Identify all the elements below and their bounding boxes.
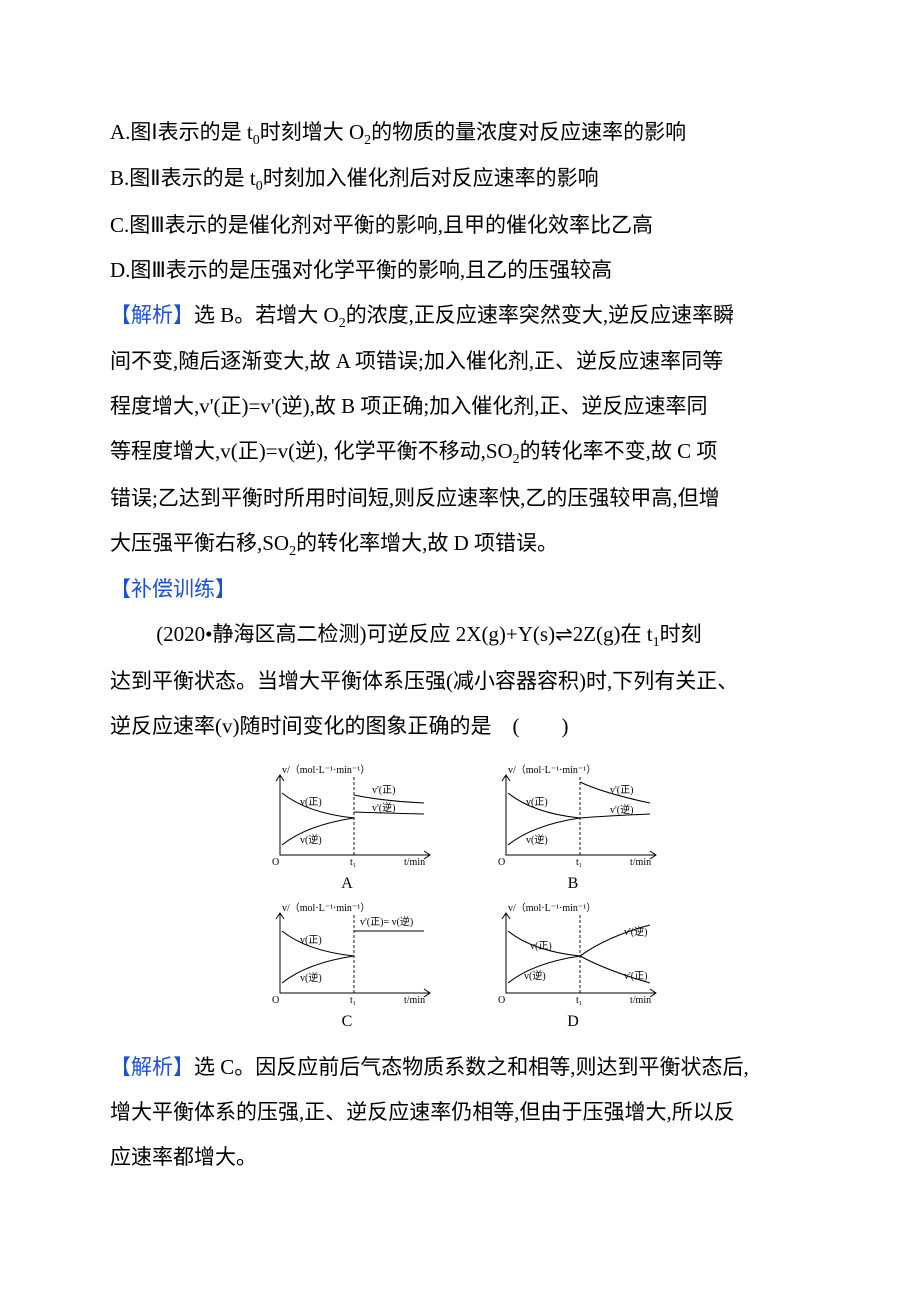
- analysis-2-label: 【解析】: [110, 1055, 194, 1079]
- analysis-2-line-2: 增大平衡体系的压强,正、逆反应速率仍相等,但由于压强增大,所以反: [110, 1090, 810, 1135]
- question-text-3: 达到平衡状态。当增大平衡体系压强(减小容器容积)时,下列有关正、: [110, 669, 738, 693]
- question-text-4: 逆反应速率(v)随时间变化的图象正确的是 ( ): [110, 714, 568, 738]
- analysis-1-line-4: 等程度增大,v(正)=v(逆), 化学平衡不移动,SO2的转化率不变,故 C 项: [110, 429, 810, 475]
- supplement-label-text: 【补偿训练】: [110, 577, 236, 601]
- vpni-d: v'(逆): [624, 925, 647, 938]
- analysis-1-text-7: 错误;乙达到平衡时所用时间短,则反应速率快,乙的压强较甲高,但增: [110, 486, 720, 510]
- analysis-2-text-3: 应速率都增大。: [110, 1145, 257, 1169]
- option-b-text-1: B.图Ⅱ表示的是 t: [110, 166, 256, 190]
- option-a-text-3: 的物质的量浓度对反应速率的影响: [371, 120, 686, 144]
- analysis-1-text-8: 大压强平衡右移,SO: [110, 531, 289, 555]
- analysis-1-text-3: 间不变,随后逐渐变大,故 A 项错误;加入催化剂,正、逆反应速率同等: [110, 349, 723, 373]
- option-d: D.图Ⅲ表示的是压强对化学平衡的影响,且乙的压强较高: [110, 248, 810, 293]
- analysis-1-line-6: 大压强平衡右移,SO2的转化率增大,故 D 项错误。: [110, 521, 810, 567]
- analysis-2-text-1: 选 C。因反应前后气态物质系数之和相等,则达到平衡状态后,: [194, 1055, 749, 1079]
- ylabel-a: v/（mol·L⁻¹·min⁻¹）: [282, 764, 370, 776]
- t1-c: t₁: [350, 995, 356, 1006]
- vni-c: v(逆): [300, 971, 322, 984]
- diagram-grid: v/（mol·L⁻¹·min⁻¹） O t₁ t/min v(正) v(逆) v…: [252, 763, 668, 1031]
- origin-c: O: [272, 995, 279, 1006]
- t1-d: t₁: [576, 995, 582, 1006]
- vzheng-a: v(正): [300, 797, 322, 808]
- question-line-2: 达到平衡状态。当增大平衡体系压强(减小容器容积)时,下列有关正、: [110, 659, 810, 704]
- analysis-1-line-1: 【解析】选 B。若增大 O2的浓度,正反应速率突然变大,逆反应速率瞬: [110, 293, 810, 339]
- vpzheng-d: v'(正): [624, 971, 647, 982]
- option-b-text-2: 时刻加入催化剂后对反应速率的影响: [263, 166, 599, 190]
- xlabel-a: t/min: [404, 857, 425, 868]
- option-b-sub: 0: [256, 179, 263, 194]
- chart-b: v/（mol·L⁻¹·min⁻¹） O t₁ t/min v(正) v(逆) v…: [478, 763, 668, 873]
- panel-c: v/（mol·L⁻¹·min⁻¹） O t₁ t/min v(正) v(逆) v…: [252, 901, 442, 1031]
- veq-c: v'(正)= v(逆): [360, 915, 413, 928]
- t1-b: t₁: [576, 857, 582, 868]
- analysis-1-sub-1: 2: [339, 316, 346, 331]
- ylabel-d: v/（mol·L⁻¹·min⁻¹）: [508, 902, 596, 914]
- panel-a-label: A: [341, 875, 353, 893]
- chart-c: v/（mol·L⁻¹·min⁻¹） O t₁ t/min v(正) v(逆) v…: [252, 901, 442, 1011]
- vpni-b: v'(逆): [610, 803, 633, 816]
- panel-c-label: C: [342, 1013, 353, 1031]
- xlabel-c: t/min: [404, 995, 425, 1006]
- analysis-1-sub-2: 2: [513, 453, 520, 468]
- origin-b: O: [498, 857, 505, 868]
- origin-a: O: [272, 857, 279, 868]
- vpzheng-b: v'(正): [610, 785, 633, 796]
- option-a-sub-1: 0: [253, 133, 260, 148]
- vni-d: v(逆): [524, 969, 546, 982]
- supplement-label: 【补偿训练】: [110, 567, 810, 612]
- analysis-1-line-2: 间不变,随后逐渐变大,故 A 项错误;加入催化剂,正、逆反应速率同等: [110, 339, 810, 384]
- panel-d-label: D: [567, 1013, 579, 1031]
- analysis-1-text-1: 选 B。若增大 O: [194, 303, 339, 327]
- question-line-3: 逆反应速率(v)随时间变化的图象正确的是 ( ): [110, 704, 810, 749]
- option-c-text: C.图Ⅲ表示的是催化剂对平衡的影响,且甲的催化效率比乙高: [110, 213, 653, 237]
- analysis-1-text-2: 的浓度,正反应速率突然变大,逆反应速率瞬: [346, 303, 735, 327]
- vpni-a: v'(逆): [372, 801, 395, 814]
- option-c: C.图Ⅲ表示的是催化剂对平衡的影响,且甲的催化效率比乙高: [110, 203, 810, 248]
- analysis-1-text-9: 的转化率增大,故 D 项错误。: [296, 531, 558, 555]
- vzheng-d: v(正): [530, 941, 552, 952]
- vni-b: v(逆): [526, 833, 548, 846]
- question-text-2: 时刻: [660, 622, 702, 646]
- option-b: B.图Ⅱ表示的是 t0时刻加入催化剂后对反应速率的影响: [110, 156, 810, 202]
- chart-d: v/（mol·L⁻¹·min⁻¹） O t₁ t/min v(正) v(逆) v…: [478, 901, 668, 1011]
- question-sub-1: 1: [653, 635, 660, 650]
- t1-a: t₁: [350, 857, 356, 868]
- analysis-1-line-3: 程度增大,v'(正)=v'(逆),故 B 项正确;加入催化剂,正、逆反应速率同: [110, 384, 810, 429]
- xlabel-b: t/min: [630, 857, 651, 868]
- analysis-1-text-5: 等程度增大,v(正)=v(逆), 化学平衡不移动,SO: [110, 439, 513, 463]
- chart-a: v/（mol·L⁻¹·min⁻¹） O t₁ t/min v(正) v(逆) v…: [252, 763, 442, 873]
- analysis-label: 【解析】: [110, 303, 194, 327]
- option-a-text-2: 时刻增大 O: [260, 120, 364, 144]
- vzheng-c: v(正): [300, 935, 322, 946]
- option-a: A.图Ⅰ表示的是 t0时刻增大 O2的物质的量浓度对反应速率的影响: [110, 110, 810, 156]
- analysis-2-text-2: 增大平衡体系的压强,正、逆反应速率仍相等,但由于压强增大,所以反: [110, 1100, 735, 1124]
- analysis-1-line-5: 错误;乙达到平衡时所用时间短,则反应速率快,乙的压强较甲高,但增: [110, 476, 810, 521]
- ylabel-c: v/（mol·L⁻¹·min⁻¹）: [282, 902, 370, 914]
- vzheng-b: v(正): [526, 797, 548, 808]
- xlabel-d: t/min: [630, 995, 651, 1006]
- analysis-2-line-1: 【解析】选 C。因反应前后气态物质系数之和相等,则达到平衡状态后,: [110, 1045, 810, 1090]
- analysis-1-text-4: 程度增大,v'(正)=v'(逆),故 B 项正确;加入催化剂,正、逆反应速率同: [110, 394, 707, 418]
- panel-b: v/（mol·L⁻¹·min⁻¹） O t₁ t/min v(正) v(逆) v…: [478, 763, 668, 893]
- option-d-text: D.图Ⅲ表示的是压强对化学平衡的影响,且乙的压强较高: [110, 258, 612, 282]
- vni-a: v(逆): [300, 833, 322, 846]
- question-text-1: (2020•静海区高二检测)可逆反应 2X(g)+Y(s)⇌2Z(g)在 t: [156, 622, 652, 646]
- question-line-1: (2020•静海区高二检测)可逆反应 2X(g)+Y(s)⇌2Z(g)在 t1时…: [110, 612, 810, 658]
- panel-d: v/（mol·L⁻¹·min⁻¹） O t₁ t/min v(正) v(逆) v…: [478, 901, 668, 1031]
- ylabel-b: v/（mol·L⁻¹·min⁻¹）: [508, 764, 596, 776]
- vpzheng-a: v'(正): [372, 785, 395, 796]
- option-a-text-1: A.图Ⅰ表示的是 t: [110, 120, 253, 144]
- panel-a: v/（mol·L⁻¹·min⁻¹） O t₁ t/min v(正) v(逆) v…: [252, 763, 442, 893]
- panel-b-label: B: [568, 875, 579, 893]
- analysis-1-text-6: 的转化率不变,故 C 项: [520, 439, 718, 463]
- diagram-container: v/（mol·L⁻¹·min⁻¹） O t₁ t/min v(正) v(逆) v…: [110, 763, 810, 1031]
- analysis-2-line-3: 应速率都增大。: [110, 1135, 810, 1180]
- origin-d: O: [498, 995, 505, 1006]
